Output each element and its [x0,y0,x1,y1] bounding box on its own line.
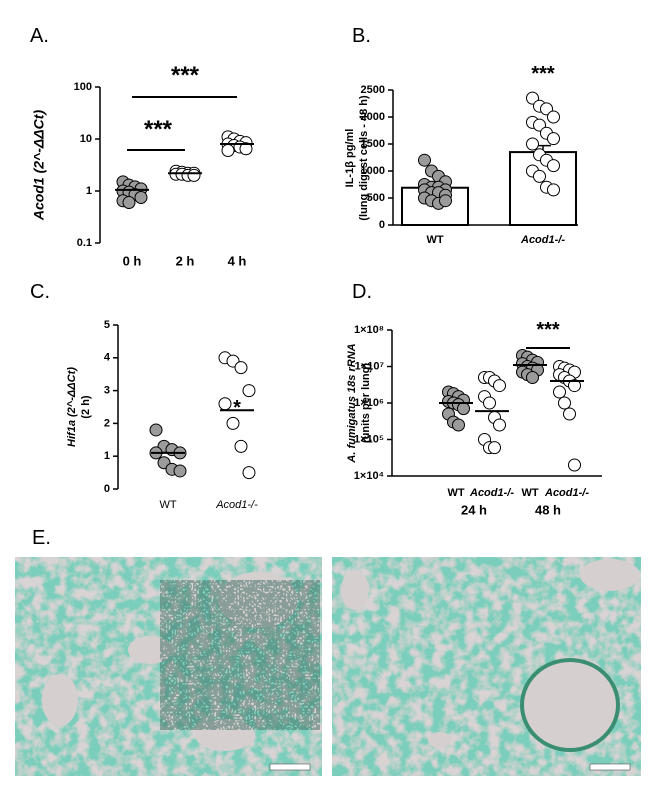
histology-image [15,557,322,776]
y-tick-label: 2000 [361,111,385,123]
data-point [568,379,581,393]
y-tick-label: 1 [104,450,110,462]
y-tick-label: 1500 [361,138,385,150]
y-tick-label: 100 [74,81,92,93]
x-tick-label: Acod1-/- [469,487,514,499]
data-point [452,418,465,432]
chart-panel: B. IL-1β pg/ml (lung digest cells - 48 h) 0… [344,25,578,246]
y-tick-label: 0.1 [77,237,92,249]
y-tick-label: 10 [80,133,92,145]
y-tick-label: 3 [104,385,110,397]
x-tick-label: Acod1-/- [520,234,565,246]
chart-panel: C. Hif1a (2^-ΔΔCt) (2 h) 0 1 2 3 4 5 WT Acod1-/- * [30,281,258,511]
y-tick-label: 1×10⁸ [354,324,384,336]
significance-label: *** [144,116,173,143]
x-tick-label: 4 h [228,253,247,268]
panel-label: C. [30,281,50,303]
data-point [187,168,201,182]
y-axis-title: Hif1a (2^-ΔΔCt) [66,367,78,447]
data-point [242,384,256,398]
data-point [134,190,148,204]
y-tick-label: 1×10⁴ [354,470,384,482]
y-tick-label: 0 [379,219,385,231]
data-point [533,169,546,183]
data-point [547,132,560,146]
data-point [558,396,571,410]
data-point [526,137,539,151]
y-tick-label: 5 [104,319,110,331]
group-label: 24 h [461,502,487,517]
y-tick-label: 4 [104,352,111,364]
panel-label: B. [352,25,371,47]
data-point [493,418,506,432]
data-point [547,159,560,173]
panel-label: E. [32,527,51,549]
y-axis-title: IL-1β pg/ml [344,129,356,188]
data-point [547,110,560,124]
data-point [418,153,431,167]
x-tick-label: WT [447,487,464,499]
data-point [218,397,232,411]
y-axis-title: Acod1 (2^-ΔΔCt) [31,110,47,222]
data-point [493,379,506,393]
y-axis-title: (2 h) [80,395,92,419]
x-tick-label: Acod1-/- [215,499,258,511]
x-tick-label: 2 h [176,253,195,268]
data-point [483,396,496,410]
y-tick-label: 2500 [361,84,385,96]
y-tick-label: 500 [367,192,385,204]
x-tick-label: 0 h [123,253,142,268]
panel-label: D. [352,281,372,303]
y-tick-label: 0 [104,483,110,495]
data-point [122,196,136,210]
data-point [239,142,253,156]
x-tick-label: WT [159,499,176,511]
panel-label: A. [30,25,49,47]
significance-label: *** [536,319,560,341]
data-point [526,370,539,384]
data-point [221,144,235,158]
data-point [173,464,187,478]
y-axis-title: (units per lung) [360,363,372,443]
data-point [234,361,248,375]
histology-image [332,557,641,776]
y-tick-label: 1×10⁵ [354,433,384,445]
data-point [226,416,240,430]
chart-panel: A. Acod1 (2^-ΔΔCt) 0.1 1 10 100 0 h 2 h 4 h *** **… [30,25,254,268]
y-tick-label: 1×10⁶ [354,397,384,409]
y-axis-title: A. fumigatus 18s rRNA [346,343,358,463]
y-axis-title: (lung digest cells - 48 h) [358,95,370,221]
y-tick-label: 1 [86,185,92,197]
data-point [149,423,163,437]
group-label: 48 h [535,502,561,517]
data-point [547,183,560,197]
data-point [488,441,501,455]
y-tick-label: 2 [104,417,110,429]
significance-label: *** [171,62,200,89]
data-point [553,385,566,399]
chart-panel: D.A. fumigatus 18s rRNA (units per lung)1… [346,281,602,517]
data-point [563,407,576,421]
data-point [568,458,581,472]
significance-label: * [233,397,241,419]
data-point [242,466,256,480]
data-point [439,194,452,208]
significance-label: *** [531,63,555,85]
data-point [234,439,248,453]
x-tick-label: Acod1-/- [544,487,589,499]
y-tick-label: 1×10⁷ [355,360,385,372]
x-tick-label: WT [426,234,443,246]
data-point [457,402,470,416]
y-tick-label: 1000 [361,165,385,177]
x-tick-label: WT [521,487,538,499]
